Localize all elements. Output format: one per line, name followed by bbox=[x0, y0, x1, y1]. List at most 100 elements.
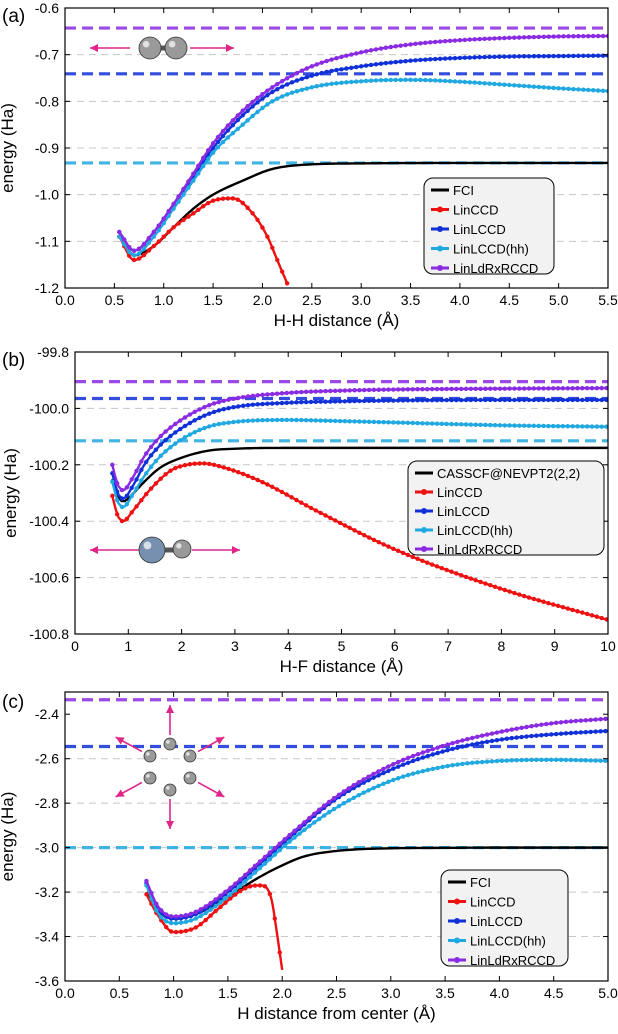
data-point-LinLCCDhh bbox=[129, 493, 134, 499]
data-point-LinLCCDhh bbox=[326, 810, 332, 815]
data-point-LinLdRxRCCD bbox=[205, 148, 211, 153]
data-point-LinLdRxRCCD bbox=[561, 34, 566, 39]
data-point-LinLCCDhh bbox=[250, 418, 256, 423]
series-line-LinLCCDhh bbox=[118, 78, 608, 257]
legend-label: CASSCF@NEVPT2(2,2) bbox=[437, 466, 580, 481]
data-point-LinLCCD bbox=[236, 404, 241, 409]
data-point-LinLdRxRCCD bbox=[565, 386, 570, 391]
x-tick-label: 0.5 bbox=[105, 292, 125, 308]
data-point-LinLCCD bbox=[342, 399, 348, 404]
data-point-LinLCCD bbox=[226, 405, 231, 411]
data-point-LinLCCD bbox=[304, 74, 310, 80]
data-point-LinLdRxRCCD bbox=[594, 385, 600, 391]
data-point-LinLCCDhh bbox=[488, 422, 493, 428]
data-point-LinLCCDhh bbox=[467, 80, 472, 85]
data-point-LinLCCDhh bbox=[336, 803, 342, 809]
data-point-LinCCD bbox=[235, 197, 240, 202]
data-point-LinCCD bbox=[250, 475, 256, 481]
data-point-LinLCCDhh bbox=[191, 178, 196, 183]
data-point-LinLdRxRCCD bbox=[141, 242, 147, 247]
data-point-LinLCCDhh bbox=[368, 78, 374, 83]
data-point-LinLCCD bbox=[445, 748, 450, 753]
data-point-LinLdRxRCCD bbox=[549, 721, 554, 726]
data-point-LinCCD bbox=[231, 468, 236, 473]
data-point-LinLdRxRCCD bbox=[479, 733, 485, 738]
data-point-LinLCCDhh bbox=[573, 757, 579, 763]
data-point-LinLCCDhh bbox=[267, 856, 273, 862]
data-point-LinLCCDhh bbox=[287, 839, 292, 844]
y-tick-label: -0.9 bbox=[35, 140, 59, 156]
data-point-LinLCCD bbox=[555, 397, 561, 403]
data-point-LinLdRxRCCD bbox=[430, 747, 435, 752]
data-point-LinLCCDhh bbox=[294, 417, 299, 423]
data-point-LinLCCD bbox=[546, 397, 551, 403]
data-point-LinLCCDhh bbox=[415, 420, 420, 426]
data-point-LinCCD bbox=[308, 505, 314, 511]
data-point-LinLCCDhh bbox=[595, 88, 601, 93]
data-point-LinLCCD bbox=[494, 737, 500, 743]
data-point-LinCCD bbox=[192, 461, 197, 466]
data-point-LinLdRxRCCD bbox=[177, 418, 183, 423]
data-point-LinLdRxRCCD bbox=[502, 386, 507, 391]
data-point-LinLCCDhh bbox=[168, 920, 174, 926]
data-point-LinLdRxRCCD bbox=[255, 393, 260, 398]
x-tick-label: 3.5 bbox=[401, 292, 421, 308]
data-point-LinCCD bbox=[182, 463, 188, 468]
data-point-LinLdRxRCCD bbox=[317, 807, 322, 812]
data-point-LinLCCD bbox=[492, 54, 497, 60]
data-point-LinLdRxRCCD bbox=[183, 913, 189, 918]
data-point-LinLCCDhh bbox=[231, 419, 236, 425]
data-point-LinLCCD bbox=[371, 398, 377, 403]
data-point-LinLCCD bbox=[551, 397, 556, 403]
data-point-LinLCCDhh bbox=[440, 764, 445, 770]
legend-label: LinLCCD(hh) bbox=[453, 242, 529, 257]
data-point-LinCCD bbox=[176, 221, 181, 226]
data-point-LinCCD bbox=[201, 204, 206, 209]
data-point-LinLCCDhh bbox=[551, 85, 556, 91]
data-point-LinLCCDhh bbox=[408, 77, 413, 83]
data-point-LinLdRxRCCD bbox=[455, 739, 460, 744]
data-point-LinCCD bbox=[599, 615, 604, 621]
data-point-LinLCCDhh bbox=[386, 420, 391, 425]
x-tick-label: 1.5 bbox=[203, 292, 223, 308]
data-point-LinLCCD bbox=[460, 744, 465, 749]
data-point-LinCCD bbox=[177, 464, 183, 469]
data-point-LinLCCD bbox=[524, 734, 529, 739]
data-point-LinLdRxRCCD bbox=[319, 60, 324, 65]
data-point-LinLCCD bbox=[529, 733, 534, 739]
x-axis-label: H-F distance (Å) bbox=[280, 657, 404, 676]
data-point-LinLdRxRCCD bbox=[326, 799, 332, 805]
data-point-LinCCD bbox=[352, 528, 357, 533]
data-point-LinLCCD bbox=[388, 60, 393, 65]
data-point-LinCCD bbox=[193, 925, 199, 930]
data-point-LinCCD bbox=[265, 234, 270, 239]
data-point-LinLCCD bbox=[308, 399, 314, 405]
data-point-LinLdRxRCCD bbox=[318, 389, 323, 394]
data-point-LinLdRxRCCD bbox=[173, 421, 178, 427]
data-point-LinCCD bbox=[337, 520, 343, 526]
data-point-LinLdRxRCCD bbox=[514, 726, 519, 731]
data-point-LinLCCD bbox=[478, 397, 483, 403]
data-point-LinLdRxRCCD bbox=[119, 487, 125, 493]
data-point-LinLCCD bbox=[497, 397, 503, 403]
data-point-LinLCCD bbox=[418, 57, 423, 63]
x-tick-label: 5.0 bbox=[598, 985, 618, 1001]
data-point-LinLCCD bbox=[339, 67, 344, 72]
data-point-LinCCD bbox=[203, 917, 208, 923]
data-point-LinLCCD bbox=[124, 493, 130, 499]
data-point-LinLCCD bbox=[578, 730, 584, 735]
data-point-LinLdRxRCCD bbox=[536, 386, 541, 391]
data-point-LinLCCDhh bbox=[413, 77, 418, 83]
data-point-LinLdRxRCCD bbox=[242, 872, 248, 878]
data-point-LinCCD bbox=[580, 610, 585, 615]
data-point-LinLCCDhh bbox=[208, 907, 213, 912]
data-point-LinLCCD bbox=[544, 732, 549, 738]
data-point-LinLdRxRCCD bbox=[494, 730, 500, 735]
data-point-LinLdRxRCCD bbox=[519, 725, 524, 731]
data-point-LinCCD bbox=[168, 468, 173, 473]
data-point-LinLdRxRCCD bbox=[312, 811, 317, 817]
x-axis-label: H-H distance (Å) bbox=[274, 311, 400, 330]
data-point-LinLdRxRCCD bbox=[122, 237, 127, 242]
data-point-LinLCCD bbox=[580, 397, 585, 403]
y-tick-label: -0.6 bbox=[35, 0, 59, 16]
